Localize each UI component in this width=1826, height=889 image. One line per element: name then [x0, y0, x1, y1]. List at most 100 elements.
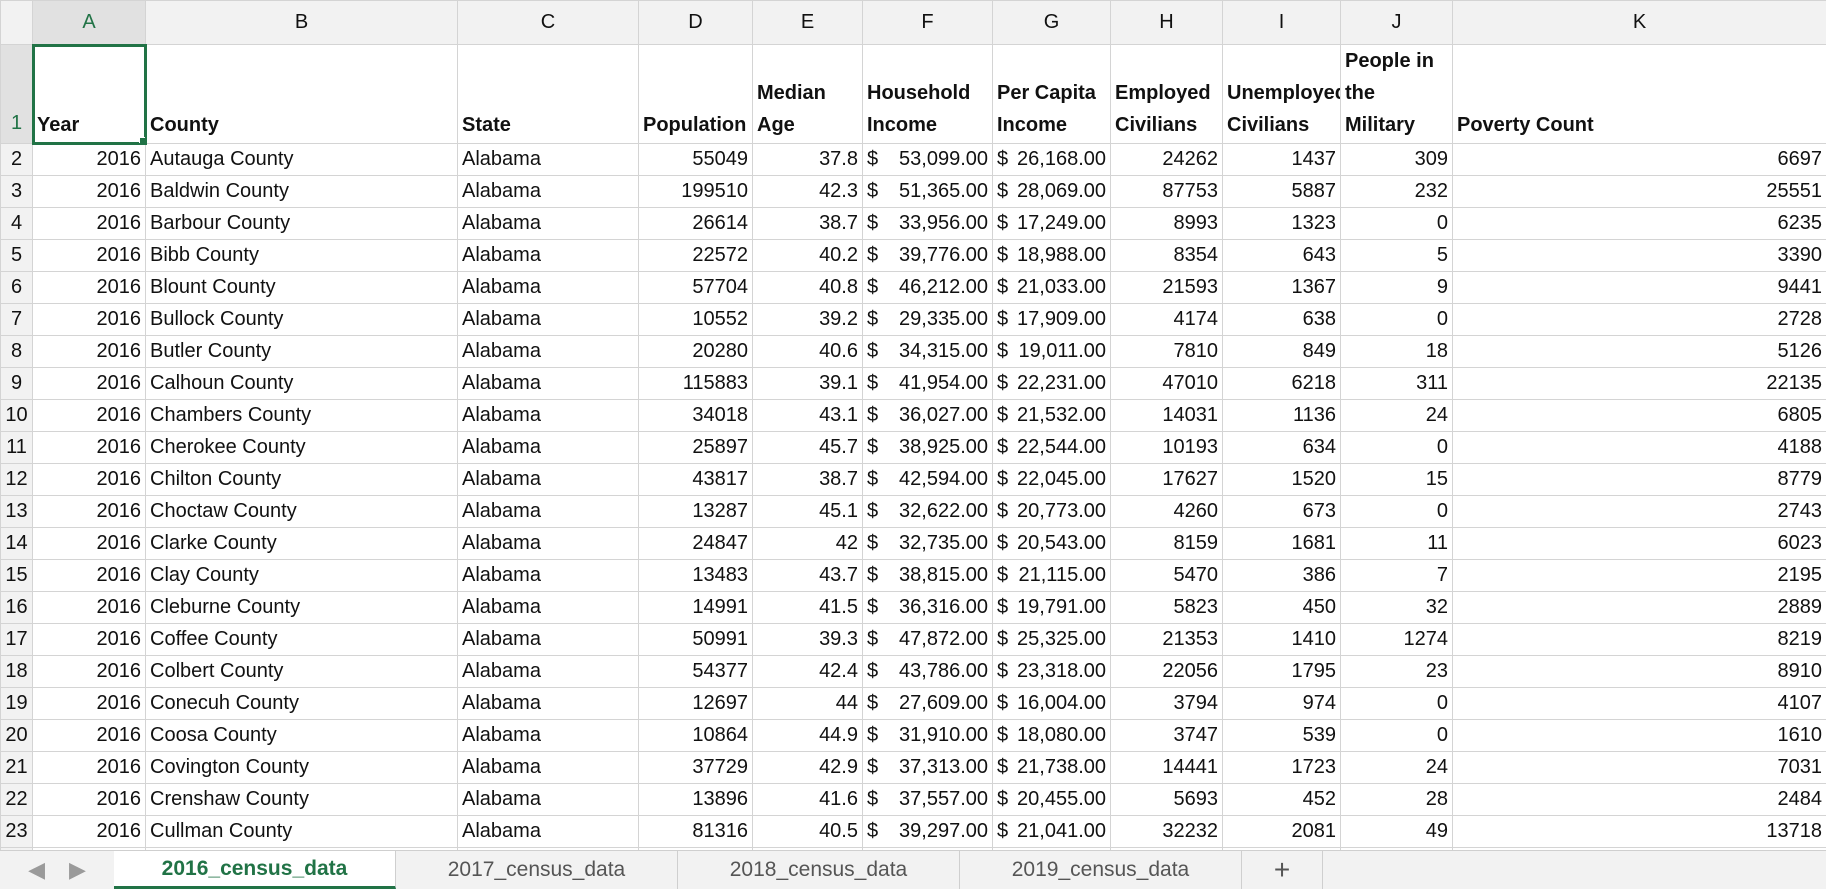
- cell-j13[interactable]: 0: [1341, 496, 1453, 528]
- cell-f20[interactable]: $31,910.00: [863, 720, 993, 752]
- cell-d17[interactable]: 50991: [639, 624, 753, 656]
- cell-e13[interactable]: 45.1: [753, 496, 863, 528]
- cell-a16[interactable]: 2016: [33, 592, 146, 624]
- cell-f21[interactable]: $37,313.00: [863, 752, 993, 784]
- cell-a11[interactable]: 2016: [33, 432, 146, 464]
- cell-d22[interactable]: 13896: [639, 784, 753, 816]
- header-cell-g[interactable]: Per Capita Income: [993, 45, 1111, 144]
- cell-c7[interactable]: Alabama: [458, 304, 639, 336]
- cell-e23[interactable]: 40.5: [753, 816, 863, 848]
- cell-g11[interactable]: $22,544.00: [993, 432, 1111, 464]
- cell-d2[interactable]: 55049: [639, 144, 753, 176]
- cell-g18[interactable]: $23,318.00: [993, 656, 1111, 688]
- cell-i12[interactable]: 1520: [1223, 464, 1341, 496]
- cell-b16[interactable]: Cleburne County: [146, 592, 458, 624]
- header-cell-i[interactable]: Unemployed Civilians: [1223, 45, 1341, 144]
- cell-j10[interactable]: 24: [1341, 400, 1453, 432]
- cell-e10[interactable]: 43.1: [753, 400, 863, 432]
- cell-i14[interactable]: 1681: [1223, 528, 1341, 560]
- cell-i6[interactable]: 1367: [1223, 272, 1341, 304]
- cell-c10[interactable]: Alabama: [458, 400, 639, 432]
- row-header-15[interactable]: 15: [1, 560, 33, 592]
- cell-f5[interactable]: $39,776.00: [863, 240, 993, 272]
- cell-a20[interactable]: 2016: [33, 720, 146, 752]
- cell-e9[interactable]: 39.1: [753, 368, 863, 400]
- fill-handle[interactable]: [139, 137, 146, 144]
- cell-g22[interactable]: $20,455.00: [993, 784, 1111, 816]
- cell-k10[interactable]: 6805: [1453, 400, 1826, 432]
- cell-h10[interactable]: 14031: [1111, 400, 1223, 432]
- cell-a2[interactable]: 2016: [33, 144, 146, 176]
- cell-g4[interactable]: $17,249.00: [993, 208, 1111, 240]
- cell-i18[interactable]: 1795: [1223, 656, 1341, 688]
- cell-k4[interactable]: 6235: [1453, 208, 1826, 240]
- cell-k15[interactable]: 2195: [1453, 560, 1826, 592]
- column-header-j[interactable]: J: [1341, 1, 1453, 45]
- cell-i15[interactable]: 386: [1223, 560, 1341, 592]
- cell-i20[interactable]: 539: [1223, 720, 1341, 752]
- row-header-18[interactable]: 18: [1, 656, 33, 688]
- cell-f2[interactable]: $53,099.00: [863, 144, 993, 176]
- cell-i19[interactable]: 974: [1223, 688, 1341, 720]
- cell-k22[interactable]: 2484: [1453, 784, 1826, 816]
- cell-i16[interactable]: 450: [1223, 592, 1341, 624]
- cell-c21[interactable]: Alabama: [458, 752, 639, 784]
- row-header-21[interactable]: 21: [1, 752, 33, 784]
- cell-a13[interactable]: 2016: [33, 496, 146, 528]
- cell-g15[interactable]: $21,115.00: [993, 560, 1111, 592]
- cell-g17[interactable]: $25,325.00: [993, 624, 1111, 656]
- cell-a23[interactable]: 2016: [33, 816, 146, 848]
- cell-h21[interactable]: 14441: [1111, 752, 1223, 784]
- cell-i2[interactable]: 1437: [1223, 144, 1341, 176]
- cell-d11[interactable]: 25897: [639, 432, 753, 464]
- cell-g23[interactable]: $21,041.00: [993, 816, 1111, 848]
- column-header-b[interactable]: B: [146, 1, 458, 45]
- cell-c15[interactable]: Alabama: [458, 560, 639, 592]
- cell-b6[interactable]: Blount County: [146, 272, 458, 304]
- cell-f18[interactable]: $43,786.00: [863, 656, 993, 688]
- cell-b13[interactable]: Choctaw County: [146, 496, 458, 528]
- cell-k5[interactable]: 3390: [1453, 240, 1826, 272]
- cell-e15[interactable]: 43.7: [753, 560, 863, 592]
- cell-h11[interactable]: 10193: [1111, 432, 1223, 464]
- cell-c14[interactable]: Alabama: [458, 528, 639, 560]
- cell-h2[interactable]: 24262: [1111, 144, 1223, 176]
- cell-g8[interactable]: $19,011.00: [993, 336, 1111, 368]
- cell-f19[interactable]: $27,609.00: [863, 688, 993, 720]
- cell-d5[interactable]: 22572: [639, 240, 753, 272]
- row-header-14[interactable]: 14: [1, 528, 33, 560]
- add-sheet-button[interactable]: +: [1242, 851, 1323, 889]
- header-cell-e[interactable]: Median Age: [753, 45, 863, 144]
- cell-b15[interactable]: Clay County: [146, 560, 458, 592]
- cell-g21[interactable]: $21,738.00: [993, 752, 1111, 784]
- cell-c4[interactable]: Alabama: [458, 208, 639, 240]
- row-header-13[interactable]: 13: [1, 496, 33, 528]
- cell-b7[interactable]: Bullock County: [146, 304, 458, 336]
- cell-e11[interactable]: 45.7: [753, 432, 863, 464]
- cell-e22[interactable]: 41.6: [753, 784, 863, 816]
- cell-e17[interactable]: 39.3: [753, 624, 863, 656]
- cell-c8[interactable]: Alabama: [458, 336, 639, 368]
- sheet-tab-1[interactable]: 2016_census_data: [114, 851, 396, 889]
- cell-a7[interactable]: 2016: [33, 304, 146, 336]
- cell-h3[interactable]: 87753: [1111, 176, 1223, 208]
- cell-i9[interactable]: 6218: [1223, 368, 1341, 400]
- row-header-9[interactable]: 9: [1, 368, 33, 400]
- cell-h23[interactable]: 32232: [1111, 816, 1223, 848]
- cell-e19[interactable]: 44: [753, 688, 863, 720]
- cell-g9[interactable]: $22,231.00: [993, 368, 1111, 400]
- cell-f14[interactable]: $32,735.00: [863, 528, 993, 560]
- column-header-e[interactable]: E: [753, 1, 863, 45]
- cell-d3[interactable]: 199510: [639, 176, 753, 208]
- cell-k17[interactable]: 8219: [1453, 624, 1826, 656]
- cell-b2[interactable]: Autauga County: [146, 144, 458, 176]
- row-header-11[interactable]: 11: [1, 432, 33, 464]
- cell-h4[interactable]: 8993: [1111, 208, 1223, 240]
- cell-h5[interactable]: 8354: [1111, 240, 1223, 272]
- row-header-10[interactable]: 10: [1, 400, 33, 432]
- cell-a6[interactable]: 2016: [33, 272, 146, 304]
- header-cell-f[interactable]: Household Income: [863, 45, 993, 144]
- cell-c6[interactable]: Alabama: [458, 272, 639, 304]
- cell-g12[interactable]: $22,045.00: [993, 464, 1111, 496]
- cell-j23[interactable]: 49: [1341, 816, 1453, 848]
